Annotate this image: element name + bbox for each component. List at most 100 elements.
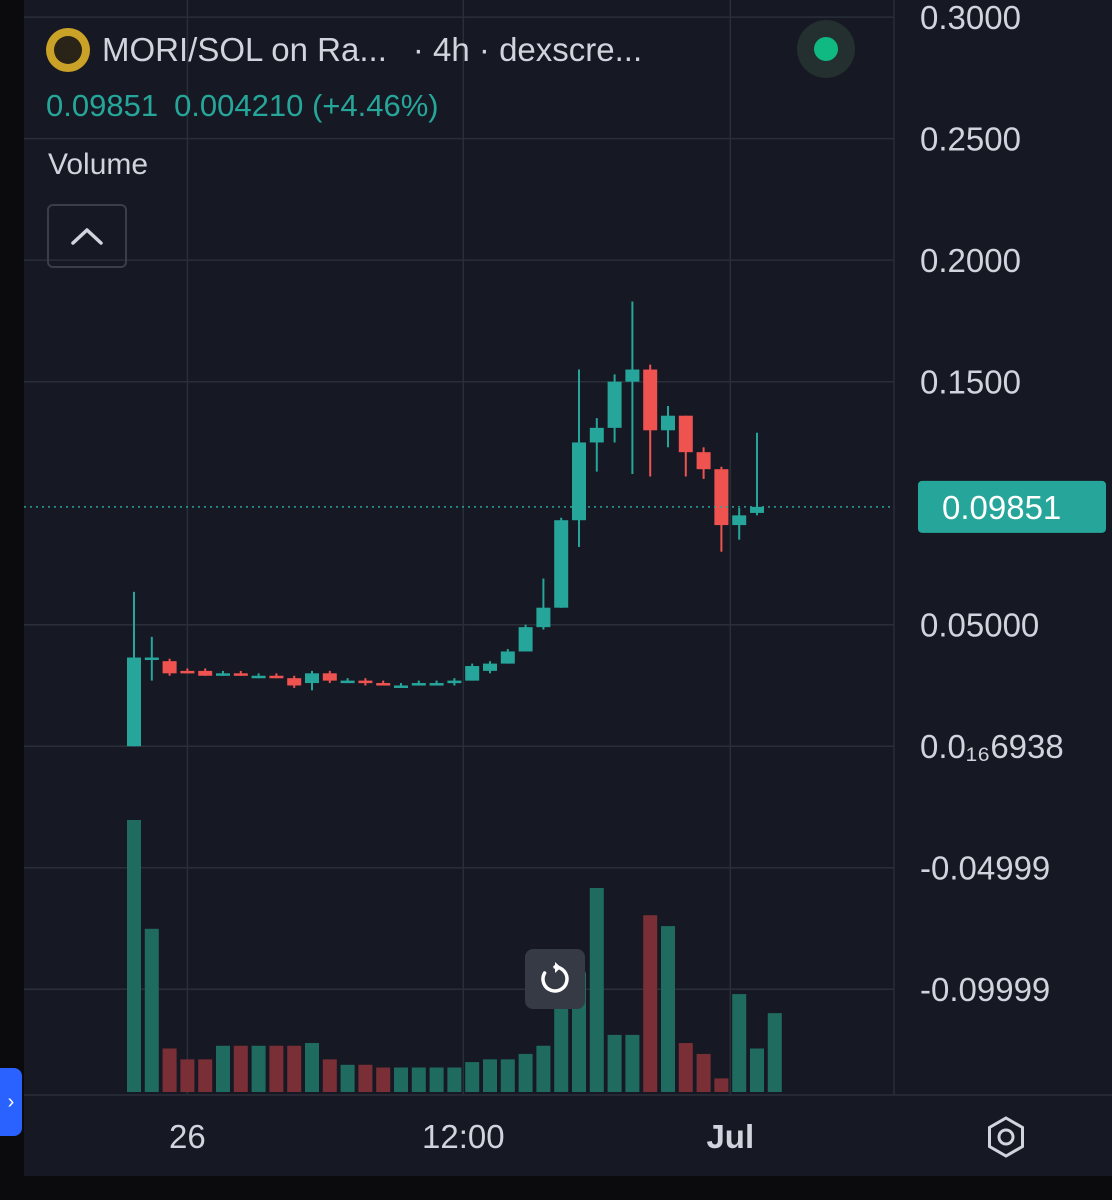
- interval-source: · 4h · dexscre...: [412, 31, 643, 68]
- candle-body: [144, 657, 159, 661]
- collapse-legend-button[interactable]: [47, 204, 127, 268]
- volume-bar: [340, 1064, 355, 1092]
- candle-body: [305, 673, 319, 684]
- volume-bar: [358, 1064, 373, 1092]
- price-tick-label: 0.0₁₆6938: [920, 728, 1064, 765]
- volume-bar: [127, 820, 141, 1092]
- candle-body: [162, 661, 177, 674]
- chart-canvas[interactable]: 0.3000 0.2500 0.2000 0.1500 0.05000 0.0₁₆6938…: [24, 0, 1112, 1176]
- volume-bar: [483, 1059, 497, 1092]
- candle-body: [251, 675, 266, 679]
- volume-bar: [429, 1067, 444, 1092]
- candle-body: [607, 381, 622, 428]
- candle-body: [750, 506, 764, 513]
- reset-icon: [541, 962, 569, 993]
- settings-icon[interactable]: [984, 1115, 1028, 1159]
- volume-bar: [162, 1048, 177, 1092]
- candle-body: [411, 683, 426, 686]
- price-change: 0.004210 (+4.46%): [174, 88, 439, 123]
- volume-bar: [714, 1078, 729, 1092]
- candle-body: [572, 442, 586, 521]
- side-panel-handle[interactable]: ›: [0, 1068, 22, 1136]
- volume-bar: [554, 1002, 569, 1092]
- time-tick-label: 12:00: [422, 1118, 505, 1155]
- time-tick-label: Jul: [706, 1118, 754, 1155]
- candle-body: [554, 520, 569, 608]
- volume-bar: [643, 915, 658, 1092]
- chevron-up-icon: [71, 228, 103, 245]
- candle-body: [216, 673, 230, 676]
- chevron-right-icon: ›: [7, 1090, 15, 1113]
- volume-bar: [411, 1067, 426, 1092]
- volume-bar: [732, 994, 747, 1092]
- volume-bar: [180, 1059, 195, 1092]
- candle-body: [198, 670, 213, 676]
- candle-body: [340, 680, 355, 684]
- candle-body: [589, 427, 604, 443]
- current-price-badge: [918, 480, 1106, 533]
- candle-body: [358, 680, 373, 684]
- chart-panel[interactable]: 0.3000 0.2500 0.2000 0.1500 0.05000 0.0₁₆6938…: [24, 0, 1112, 1176]
- candle-body: [500, 651, 515, 664]
- volume-indicator-label[interactable]: Volume: [48, 148, 149, 181]
- price-tick-label: 0.05000: [920, 607, 1039, 644]
- candle-body: [714, 469, 729, 526]
- candle-body: [127, 657, 141, 747]
- volume-bar: [767, 1013, 782, 1092]
- last-price: 0.09851: [46, 88, 159, 123]
- price-tick-label: 0.1500: [920, 364, 1021, 401]
- volume-bar: [465, 1062, 480, 1092]
- candle-body: [394, 685, 408, 688]
- volume-bar: [144, 928, 159, 1092]
- current-price-badge-label: 0.09851: [942, 489, 1061, 526]
- volume-bar: [305, 1043, 319, 1092]
- volume-bar: [322, 1059, 337, 1092]
- symbol-title: MORI/SOL on Ra...: [102, 31, 387, 68]
- candle-body: [429, 683, 444, 686]
- price-tick-label: 0.2000: [920, 242, 1021, 279]
- candle-body: [678, 415, 693, 453]
- candle-body: [465, 666, 480, 681]
- volume-bar: [233, 1045, 248, 1092]
- market-status-indicator[interactable]: [797, 20, 855, 78]
- candle-body: [732, 515, 747, 526]
- candle-body: [696, 452, 711, 470]
- symbol-title-row[interactable]: MORI/SOL on Ra... · 4h · dexscre...: [46, 28, 642, 72]
- volume-bar: [500, 1059, 515, 1092]
- candle-body: [269, 675, 284, 679]
- volume-bar: [287, 1045, 302, 1092]
- volume-bar: [376, 1067, 391, 1092]
- candle-body: [536, 607, 551, 628]
- time-tick-label: 26: [169, 1118, 206, 1155]
- volume-bar: [269, 1045, 284, 1092]
- volume-bar: [394, 1067, 408, 1092]
- candle-body: [643, 369, 658, 431]
- volume-bar: [625, 1034, 640, 1092]
- reset-chart-button[interactable]: [525, 949, 585, 1009]
- candle-body: [322, 673, 337, 681]
- quote-row: 0.09851 0.004210 (+4.46%): [46, 88, 455, 124]
- candle-body: [483, 663, 497, 671]
- volume-bar: [696, 1053, 711, 1092]
- volume-bar: [678, 1043, 693, 1092]
- volume-bar: [198, 1059, 213, 1092]
- volume-bar: [251, 1045, 266, 1092]
- candle-body: [180, 670, 195, 674]
- price-tick-label: 0.3000: [920, 0, 1021, 36]
- candle-body: [447, 680, 462, 684]
- bottom-edge: [0, 1176, 1112, 1200]
- price-tick-label: -0.04999: [920, 850, 1050, 887]
- candle-body: [287, 678, 302, 686]
- volume-bar: [589, 888, 604, 1092]
- price-tick-label: 0.2500: [920, 121, 1021, 158]
- volume-bar: [536, 1045, 551, 1092]
- volume-bar: [661, 926, 675, 1092]
- candle-body: [376, 683, 391, 686]
- candle-body: [233, 673, 248, 676]
- candle-body: [518, 627, 533, 652]
- volume-bar: [216, 1045, 230, 1092]
- volume-bar: [447, 1067, 462, 1092]
- price-tick-label: -0.09999: [920, 971, 1050, 1008]
- status-dot-icon: [814, 37, 838, 61]
- candle-body: [625, 369, 640, 382]
